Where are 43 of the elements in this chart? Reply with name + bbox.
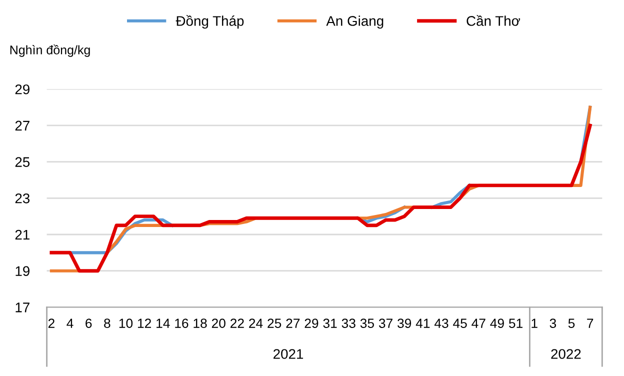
x-tick-label: 8 xyxy=(104,318,110,328)
x-tick-label: 49 xyxy=(490,318,504,328)
y-tick-label: 27 xyxy=(15,120,30,130)
x-tick-label: 45 xyxy=(453,318,467,328)
x-tick-label: 33 xyxy=(342,318,356,328)
text: 2022 xyxy=(551,349,581,359)
y-tick-label: 25 xyxy=(15,157,30,167)
x-tick-label: 7 xyxy=(587,318,594,328)
x-tick-label: 1 xyxy=(532,318,538,328)
x-tick-label: 4 xyxy=(66,318,74,328)
y-tick-label: 29 xyxy=(15,84,30,94)
x-tick-label: 25 xyxy=(268,318,282,328)
y-tick-label: 21 xyxy=(15,230,30,240)
x-tick-label: 35 xyxy=(360,318,374,328)
y-axis-title: Nghìn đồng/kg xyxy=(10,44,90,57)
y-tick-label: 23 xyxy=(15,193,30,204)
x-tick-label: 22 xyxy=(230,318,244,328)
x-tick-label: 10 xyxy=(119,318,133,328)
x-tick-label: 27 xyxy=(286,318,300,328)
y-tick-label: 19 xyxy=(16,266,30,276)
x-tick-label: 41 xyxy=(416,318,430,328)
x-tick-label: 43 xyxy=(434,318,448,328)
x-tick-label: 5 xyxy=(568,318,575,328)
x-tick-label: 47 xyxy=(472,318,486,328)
x-tick-label: 2 xyxy=(48,318,54,328)
x-tick-label: 37 xyxy=(378,318,392,328)
x-tick-label: 20 xyxy=(212,318,226,328)
text: 2021 xyxy=(274,349,304,359)
x-tick-label: 16 xyxy=(175,318,188,328)
x-tick-label: 51 xyxy=(508,318,522,328)
x-tick-label: 12 xyxy=(138,318,151,328)
legend-label: An Giang xyxy=(326,16,384,29)
x-tick-label: 18 xyxy=(194,318,207,328)
x-tick-label: 14 xyxy=(156,318,170,328)
x-tick-label: 39 xyxy=(398,318,412,328)
x-tick-label: 6 xyxy=(86,318,92,328)
x-tick-label: 31 xyxy=(323,318,337,328)
y-tick-label: 17 xyxy=(16,302,30,312)
legend-label: Cần Thơ xyxy=(466,15,520,26)
x-tick-label: 29 xyxy=(304,318,318,328)
legend-label: Đồng Tháp xyxy=(176,15,244,29)
x-tick-label: 3 xyxy=(550,318,556,328)
x-tick-label: 24 xyxy=(249,318,263,328)
